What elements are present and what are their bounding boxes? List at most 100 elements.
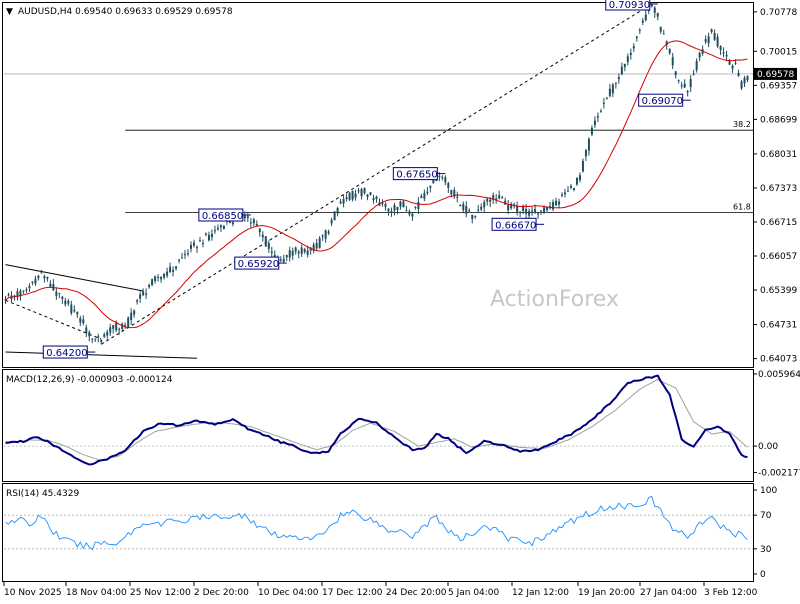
candle-body bbox=[495, 198, 498, 200]
candle-body bbox=[43, 276, 46, 279]
candle-body bbox=[258, 228, 261, 233]
candle-body bbox=[569, 185, 572, 188]
rsi-tick-label: 70 bbox=[760, 511, 772, 521]
candle-body bbox=[531, 210, 534, 212]
candle-body bbox=[393, 205, 396, 211]
candle-body bbox=[737, 72, 740, 77]
candle-body bbox=[243, 215, 246, 219]
symbol-arrow[interactable]: ▼ bbox=[6, 7, 13, 17]
candle-body bbox=[387, 208, 390, 212]
candle-body bbox=[552, 202, 555, 210]
rsi-tick-label: 30 bbox=[760, 545, 772, 555]
candle-body bbox=[195, 247, 198, 249]
candle-body bbox=[190, 244, 192, 249]
price-callouts: 0.70930 0.69070 0.67650 0.66850 0.66670 0.659… bbox=[42, 0, 691, 359]
time-tick-label: 19 Jan 20:00 bbox=[578, 588, 635, 598]
callout-box bbox=[42, 345, 88, 359]
candle-body bbox=[88, 332, 91, 337]
candle-body bbox=[318, 238, 321, 248]
candle-body bbox=[638, 29, 641, 31]
candle-body bbox=[264, 236, 267, 247]
candle-body bbox=[453, 190, 456, 197]
candle-body bbox=[420, 196, 423, 199]
candle-body bbox=[635, 36, 638, 39]
candle-body bbox=[306, 250, 309, 255]
price-tick-label: 0.70015 bbox=[760, 47, 797, 57]
candle-body bbox=[555, 200, 558, 206]
candle-body bbox=[118, 328, 121, 330]
candle-body bbox=[213, 230, 216, 232]
candle-body bbox=[572, 187, 575, 190]
candle-body bbox=[16, 291, 19, 297]
candle-body bbox=[629, 52, 632, 55]
candle-body bbox=[369, 192, 372, 195]
candle-body bbox=[127, 317, 130, 327]
candle-body bbox=[73, 309, 76, 312]
rsi-tick-label: 100 bbox=[760, 486, 777, 496]
candle-body bbox=[534, 209, 537, 213]
candle-body bbox=[360, 189, 363, 197]
time-tick-label: 10 Dec 04:00 bbox=[258, 588, 319, 598]
candle-body bbox=[456, 196, 459, 198]
price-tick-label: 0.68031 bbox=[760, 150, 797, 160]
candle-body bbox=[608, 88, 611, 96]
candle-body bbox=[632, 46, 635, 49]
candle-body bbox=[408, 211, 411, 215]
callout-box bbox=[605, 0, 651, 11]
candle-body bbox=[653, 7, 656, 13]
macd-tick-label: 0.00 bbox=[758, 442, 778, 452]
fib-levels: 38.2 61.8 bbox=[125, 120, 753, 213]
candle-body bbox=[566, 190, 569, 192]
candle-body bbox=[49, 283, 52, 287]
candle-body bbox=[201, 243, 204, 245]
candle-body bbox=[321, 235, 324, 237]
candle-body bbox=[324, 230, 327, 239]
macd-title: MACD(12,26,9) -0.000903 -0.000124 bbox=[6, 375, 173, 385]
candle-body bbox=[441, 176, 444, 178]
rsi-title: RSI(14) 45.4329 bbox=[6, 489, 79, 499]
candle-body bbox=[40, 272, 43, 274]
candle-body bbox=[381, 202, 384, 204]
candle-body bbox=[300, 247, 303, 254]
time-tick-label: 25 Nov 12:00 bbox=[130, 588, 191, 598]
candle-body bbox=[465, 206, 468, 214]
candle-body bbox=[722, 52, 725, 54]
candle-body bbox=[309, 247, 312, 251]
fib-label: 61.8 bbox=[733, 202, 751, 211]
candle-body bbox=[315, 243, 318, 249]
candle-body bbox=[668, 48, 671, 54]
candle-body bbox=[477, 209, 480, 211]
candle-body bbox=[37, 275, 40, 279]
candle-body bbox=[124, 324, 127, 326]
price-tick-label: 0.64073 bbox=[760, 355, 797, 365]
candle-body bbox=[399, 201, 402, 207]
callout-label: 0.64200 bbox=[46, 348, 87, 359]
candle-body bbox=[297, 251, 300, 254]
candle-body bbox=[333, 211, 336, 221]
candle-body bbox=[31, 281, 34, 283]
candle-body bbox=[384, 203, 387, 207]
candle-body bbox=[584, 150, 587, 157]
candle-body bbox=[70, 304, 73, 314]
candle-body bbox=[198, 240, 201, 242]
candle-body bbox=[312, 244, 315, 251]
candle-body bbox=[121, 323, 124, 329]
candle-body bbox=[716, 36, 719, 47]
candle-body bbox=[590, 127, 593, 135]
time-tick-label: 27 Jan 04:00 bbox=[640, 588, 697, 598]
candle-body bbox=[626, 56, 629, 63]
candle-body bbox=[375, 196, 378, 200]
candle-body bbox=[303, 249, 306, 253]
candle-body bbox=[267, 243, 270, 249]
candle-body bbox=[543, 207, 546, 213]
candle-body bbox=[79, 318, 82, 323]
candle-body bbox=[330, 220, 333, 224]
candle-body bbox=[252, 219, 255, 224]
price-tick-label: 0.64731 bbox=[760, 321, 797, 331]
candle-body bbox=[351, 190, 354, 200]
candle-body bbox=[204, 233, 207, 235]
candle-body bbox=[187, 253, 190, 255]
candle-body bbox=[339, 201, 342, 204]
candle-body bbox=[462, 204, 465, 211]
candle-body bbox=[558, 201, 561, 205]
